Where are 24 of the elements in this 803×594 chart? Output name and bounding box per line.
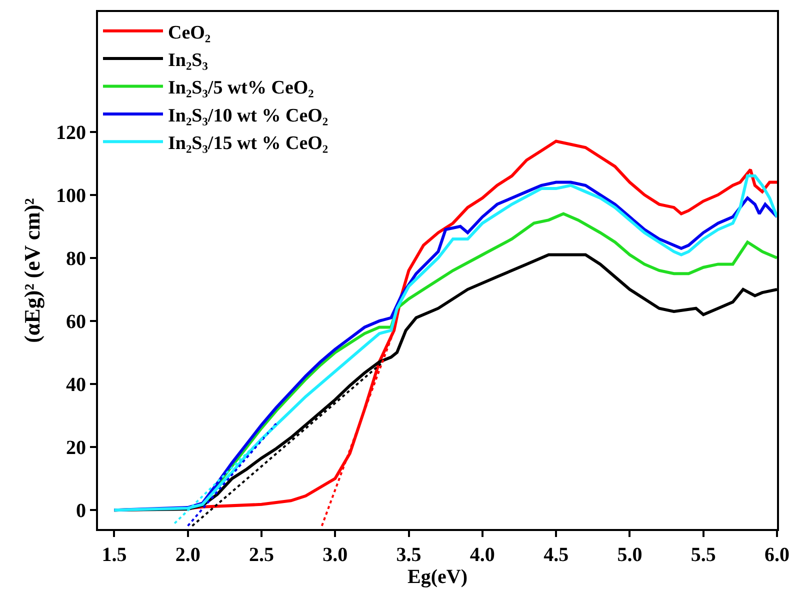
x-tick-label: 4.5 <box>544 544 569 566</box>
legend-label: In₂S₃/15 wt % CeO₂ <box>168 133 328 154</box>
legend-label: In₂S₃ <box>168 50 208 71</box>
y-tick-label: 20 <box>66 437 86 460</box>
y-tick-label: 100 <box>56 184 86 207</box>
x-tick-label: 2.5 <box>248 544 274 566</box>
legend-label: In₂S₃/5 wt% CeO₂ <box>168 78 314 99</box>
x-tick-label: 6.0 <box>764 544 790 566</box>
x-tick-label: 5.0 <box>617 544 642 566</box>
y-tick-label: 60 <box>66 310 86 333</box>
y-axis-title: (αEg)² (eV cm)² <box>19 198 44 343</box>
y-tick-label: 0 <box>76 500 86 522</box>
x-tick-label: 2.0 <box>175 544 200 566</box>
x-tick-label: 5.5 <box>690 544 716 566</box>
x-tick-label: 3.5 <box>396 544 422 566</box>
y-tick-label: 40 <box>66 374 86 396</box>
x-tick-label: 3.0 <box>322 544 348 566</box>
x-tick-label: 1.5 <box>102 544 127 566</box>
legend-label: In₂S₃/10 wt % CeO₂ <box>168 105 328 126</box>
x-tick-label: 4.0 <box>470 544 495 566</box>
x-axis-title: Eg(eV) <box>408 566 468 588</box>
y-tick-label: 120 <box>56 122 86 144</box>
legend-label: CeO₂ <box>168 22 211 44</box>
y-tick-label: 80 <box>66 248 86 270</box>
